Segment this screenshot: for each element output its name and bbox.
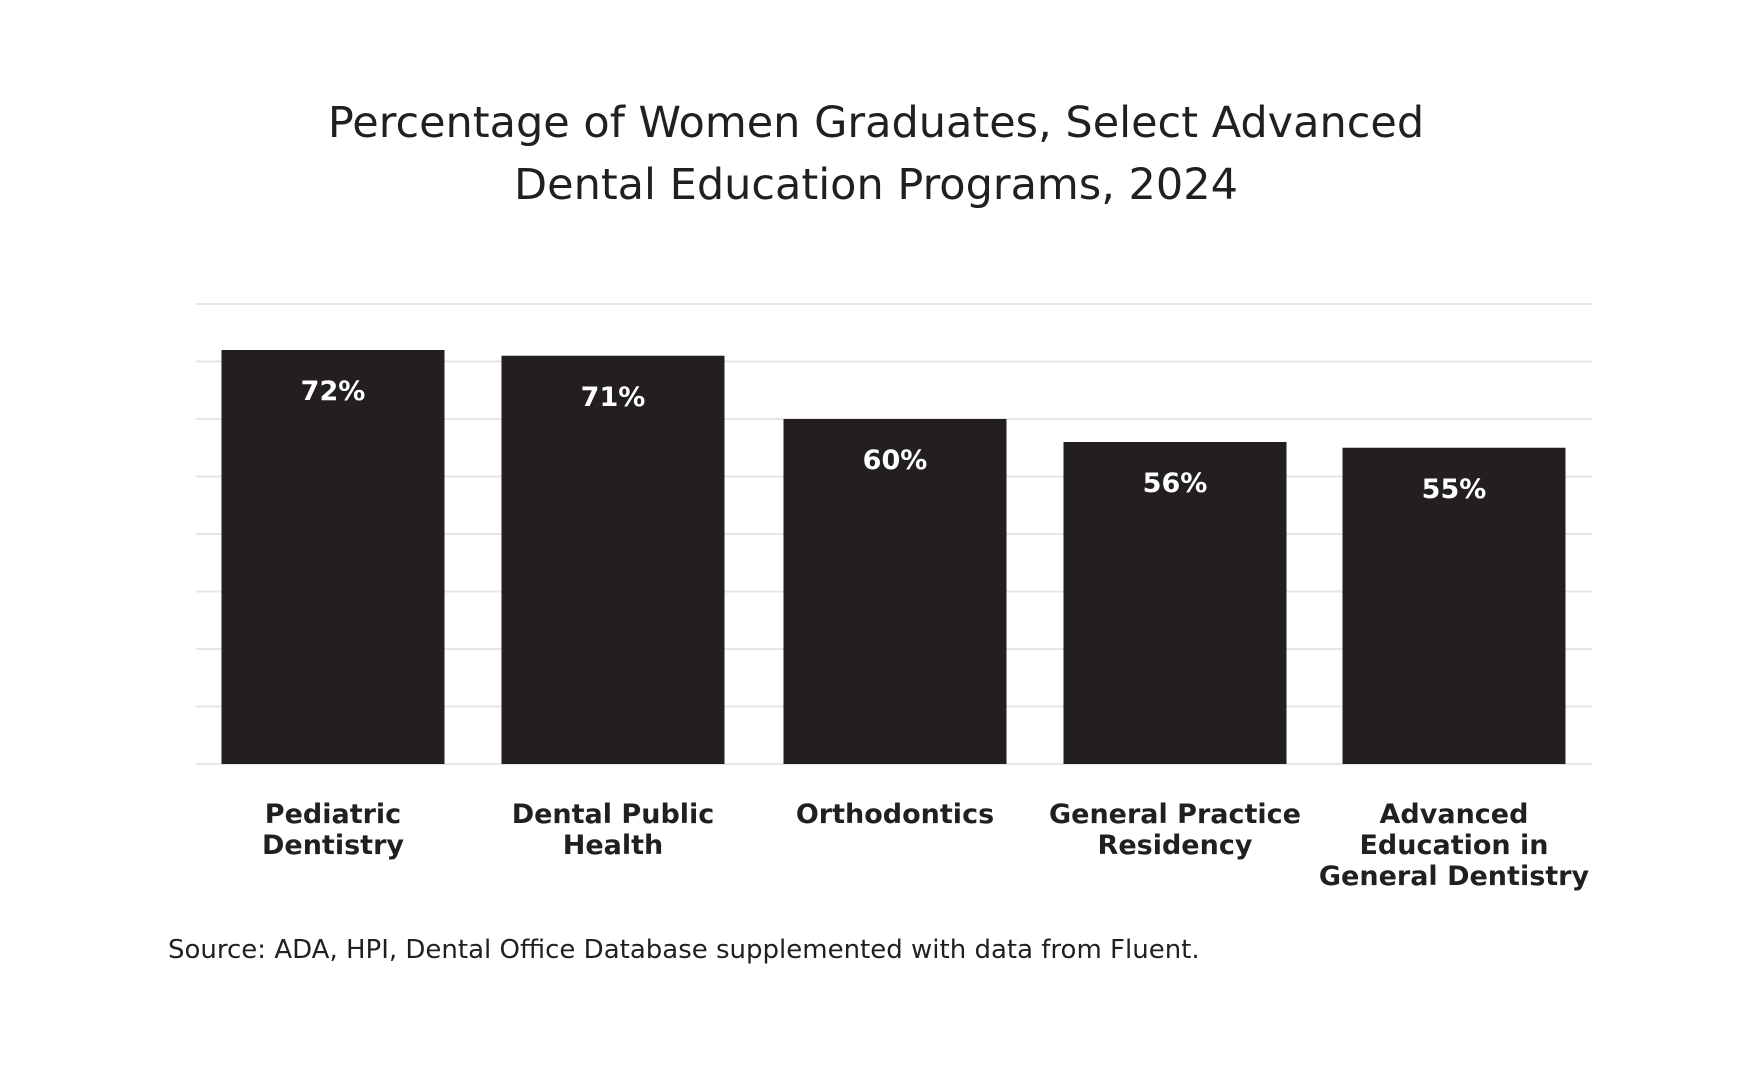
bar — [1063, 442, 1287, 764]
data-label: 71% — [581, 382, 646, 413]
bar — [783, 419, 1007, 764]
bar — [221, 350, 445, 764]
bar — [501, 355, 725, 764]
category-label: Orthodontics — [796, 799, 994, 830]
category-label: Pediatric — [265, 799, 401, 830]
bars — [221, 350, 1566, 764]
category-label: Education in — [1359, 830, 1548, 861]
data-label: 60% — [863, 445, 928, 476]
data-label: 56% — [1143, 468, 1208, 499]
data-label: 55% — [1422, 474, 1487, 505]
category-label: General Dentistry — [1319, 861, 1590, 892]
category-label: Residency — [1098, 830, 1253, 861]
category-label: Health — [563, 830, 664, 861]
chart-title-line: Dental Education Programs, 2024 — [514, 160, 1238, 210]
chart-title: Percentage of Women Graduates, Select Ad… — [328, 98, 1424, 210]
category-label: Advanced — [1380, 799, 1529, 830]
category-label: Dentistry — [262, 830, 404, 861]
chart-title-line: Percentage of Women Graduates, Select Ad… — [328, 98, 1424, 148]
bar — [1342, 447, 1566, 764]
category-label: General Practice — [1049, 799, 1301, 830]
data-label: 72% — [301, 376, 366, 407]
category-label: Dental Public — [512, 799, 715, 830]
data-labels: 72% 71% 60% 56% 55% — [301, 376, 1487, 505]
source-note: Source: ADA, HPI, Dental Office Database… — [168, 935, 1200, 965]
